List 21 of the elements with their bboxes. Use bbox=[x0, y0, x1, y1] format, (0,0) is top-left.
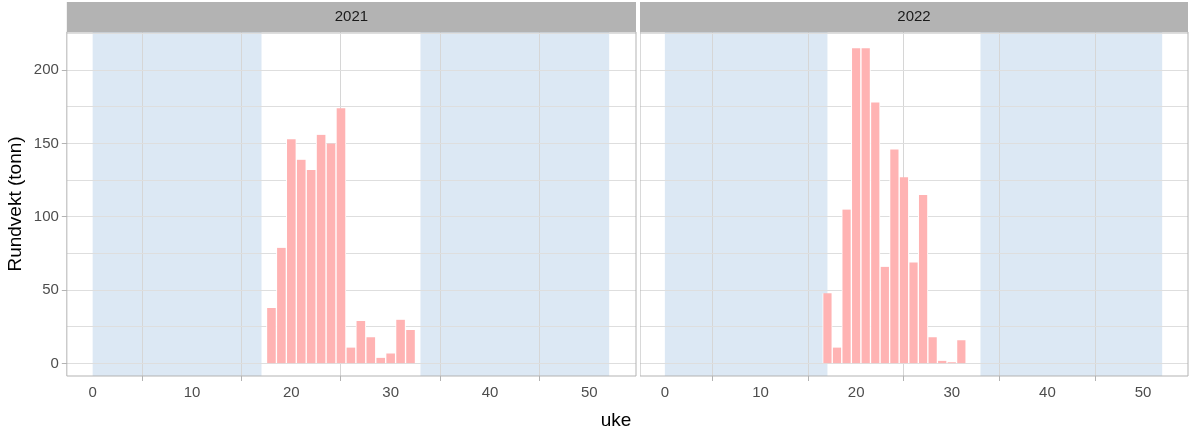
x-tick-label: 50 bbox=[580, 383, 598, 401]
y-tick-label: 0 bbox=[50, 353, 59, 371]
x-tick-label: 0 bbox=[88, 383, 97, 401]
y-tick-label: 50 bbox=[42, 280, 59, 298]
x-tick-label: 30 bbox=[382, 383, 399, 401]
x-tick-label: 40 bbox=[481, 383, 499, 401]
chart-title: 2022 bbox=[897, 7, 931, 25]
x-tick-label: 0 bbox=[660, 383, 670, 401]
y-axis-title: Rundvekt (tonn) bbox=[3, 136, 25, 272]
y-tick-label: 100 bbox=[33, 207, 59, 225]
x-tick-label: 40 bbox=[1039, 383, 1056, 401]
y-tick-label: 200 bbox=[33, 60, 59, 78]
x-tick-label: 50 bbox=[1134, 383, 1152, 401]
x-tick-label: 30 bbox=[943, 383, 961, 401]
x-tick-label: 10 bbox=[183, 383, 201, 401]
x-tick-label: 10 bbox=[752, 383, 769, 401]
x-axis-title: uke bbox=[599, 408, 633, 432]
y-tick-label: 150 bbox=[33, 133, 59, 151]
x-tick-label: 20 bbox=[847, 383, 865, 401]
chart-title: 2021 bbox=[334, 7, 369, 25]
x-tick-label: 20 bbox=[282, 383, 300, 401]
